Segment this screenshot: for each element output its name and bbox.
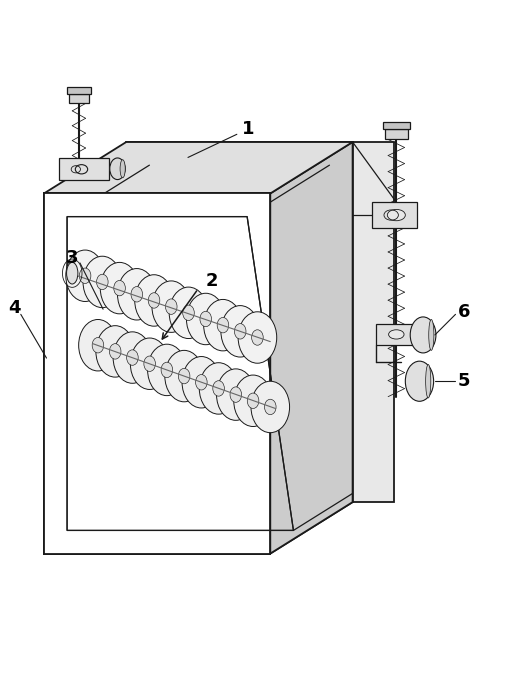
- Ellipse shape: [265, 399, 276, 414]
- Ellipse shape: [97, 274, 108, 290]
- Polygon shape: [44, 194, 270, 553]
- Polygon shape: [44, 194, 270, 553]
- Text: 2: 2: [206, 272, 218, 290]
- Ellipse shape: [165, 299, 177, 315]
- Ellipse shape: [165, 350, 203, 402]
- Text: 1: 1: [242, 120, 254, 138]
- Ellipse shape: [230, 387, 242, 402]
- Ellipse shape: [80, 268, 91, 284]
- Ellipse shape: [252, 330, 263, 345]
- Polygon shape: [385, 129, 408, 140]
- Ellipse shape: [200, 311, 212, 327]
- Ellipse shape: [120, 160, 125, 178]
- Ellipse shape: [388, 330, 404, 339]
- Text: 4: 4: [8, 298, 20, 317]
- Ellipse shape: [169, 287, 208, 339]
- Ellipse shape: [217, 317, 229, 333]
- Ellipse shape: [234, 375, 272, 427]
- Ellipse shape: [100, 263, 139, 314]
- Ellipse shape: [67, 263, 78, 284]
- Ellipse shape: [428, 319, 434, 350]
- Polygon shape: [44, 502, 353, 554]
- Polygon shape: [383, 122, 410, 129]
- Ellipse shape: [92, 338, 103, 353]
- Ellipse shape: [131, 338, 169, 389]
- Ellipse shape: [221, 306, 259, 357]
- Ellipse shape: [183, 305, 194, 321]
- Ellipse shape: [387, 209, 405, 221]
- Text: 3: 3: [66, 249, 79, 267]
- Ellipse shape: [96, 325, 135, 377]
- Ellipse shape: [405, 361, 434, 402]
- Ellipse shape: [410, 317, 436, 353]
- Ellipse shape: [144, 356, 155, 371]
- Ellipse shape: [109, 344, 121, 359]
- Ellipse shape: [216, 369, 255, 421]
- Ellipse shape: [79, 319, 117, 371]
- Ellipse shape: [426, 364, 431, 398]
- Ellipse shape: [148, 344, 186, 396]
- Polygon shape: [44, 142, 353, 194]
- Text: 6: 6: [458, 303, 471, 321]
- Ellipse shape: [199, 362, 238, 414]
- Ellipse shape: [118, 269, 156, 320]
- Ellipse shape: [161, 362, 173, 377]
- Polygon shape: [67, 88, 92, 94]
- Ellipse shape: [131, 287, 142, 302]
- Ellipse shape: [178, 369, 190, 384]
- Ellipse shape: [152, 281, 190, 332]
- Text: 5: 5: [458, 372, 471, 390]
- Polygon shape: [376, 323, 417, 345]
- Ellipse shape: [187, 293, 225, 345]
- Ellipse shape: [113, 332, 152, 383]
- Ellipse shape: [251, 381, 290, 433]
- Polygon shape: [353, 142, 394, 502]
- Polygon shape: [44, 194, 270, 553]
- Ellipse shape: [213, 381, 224, 396]
- Ellipse shape: [248, 393, 259, 408]
- Ellipse shape: [110, 158, 125, 180]
- Ellipse shape: [196, 375, 207, 390]
- Polygon shape: [270, 142, 353, 554]
- Ellipse shape: [238, 312, 277, 363]
- Ellipse shape: [114, 280, 125, 296]
- Polygon shape: [126, 142, 353, 502]
- Ellipse shape: [66, 250, 105, 302]
- Polygon shape: [372, 202, 417, 228]
- Ellipse shape: [182, 356, 220, 408]
- Ellipse shape: [127, 350, 138, 365]
- Polygon shape: [69, 95, 89, 103]
- Polygon shape: [59, 158, 109, 180]
- Ellipse shape: [83, 256, 122, 308]
- Ellipse shape: [235, 323, 246, 339]
- Ellipse shape: [135, 275, 173, 326]
- Ellipse shape: [204, 300, 242, 351]
- Ellipse shape: [148, 293, 160, 308]
